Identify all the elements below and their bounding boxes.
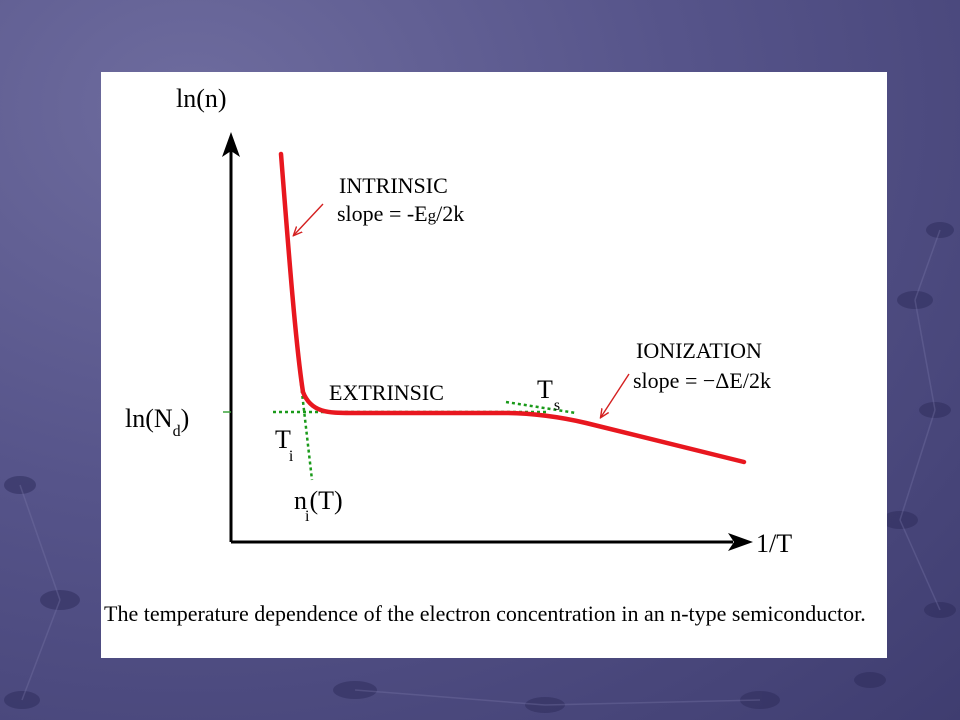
intrinsic-slope-subscript: g <box>428 206 437 225</box>
ti-label-subscript: i <box>289 448 294 465</box>
ts-label-subscript: s <box>554 397 560 414</box>
nd-label-main: ln(N <box>125 404 173 433</box>
x-axis-label: 1/T <box>756 529 792 558</box>
ni-label-subscript: i <box>305 508 310 525</box>
concentration-diagram: ln(n) 1/T ln(Nd) INTRINSIC slope = -Eg/2… <box>125 84 792 558</box>
concentration-curve <box>278 151 747 465</box>
ni-label-main: n <box>294 486 307 515</box>
intrinsic-arrow <box>294 203 324 235</box>
ts-label-main: T <box>537 375 553 404</box>
ni-label-suffix: (T) <box>309 486 342 515</box>
figure-caption: The temperature dependence of the electr… <box>104 601 866 626</box>
nd-label: ln(Nd) <box>125 404 189 440</box>
nd-label-close: ) <box>181 404 190 433</box>
ionization-slope: slope = −ΔE/2k <box>633 368 771 393</box>
ts-label: Ts <box>537 375 560 414</box>
ionization-arrow <box>601 373 630 417</box>
ni-label: n i(T) <box>294 486 343 525</box>
diagram-panel: ln(n) 1/T ln(Nd) INTRINSIC slope = -Eg/2… <box>101 72 887 658</box>
intrinsic-tangent-line <box>299 383 314 481</box>
ionization-title: IONIZATION <box>636 338 762 363</box>
y-axis-arrowhead <box>222 132 240 157</box>
extrinsic-title: EXTRINSIC <box>329 380 444 405</box>
nd-label-subscript: d <box>173 423 181 440</box>
intrinsic-slope: slope = -Eg/2k <box>337 201 464 226</box>
intrinsic-title: INTRINSIC <box>339 173 448 198</box>
intrinsic-slope-prefix: slope = -E <box>337 201 428 226</box>
x-axis-arrowhead <box>728 533 753 551</box>
y-axis-label: ln(n) <box>176 84 227 113</box>
ti-label-main: T <box>275 425 291 454</box>
intrinsic-slope-suffix: /2k <box>436 201 464 226</box>
